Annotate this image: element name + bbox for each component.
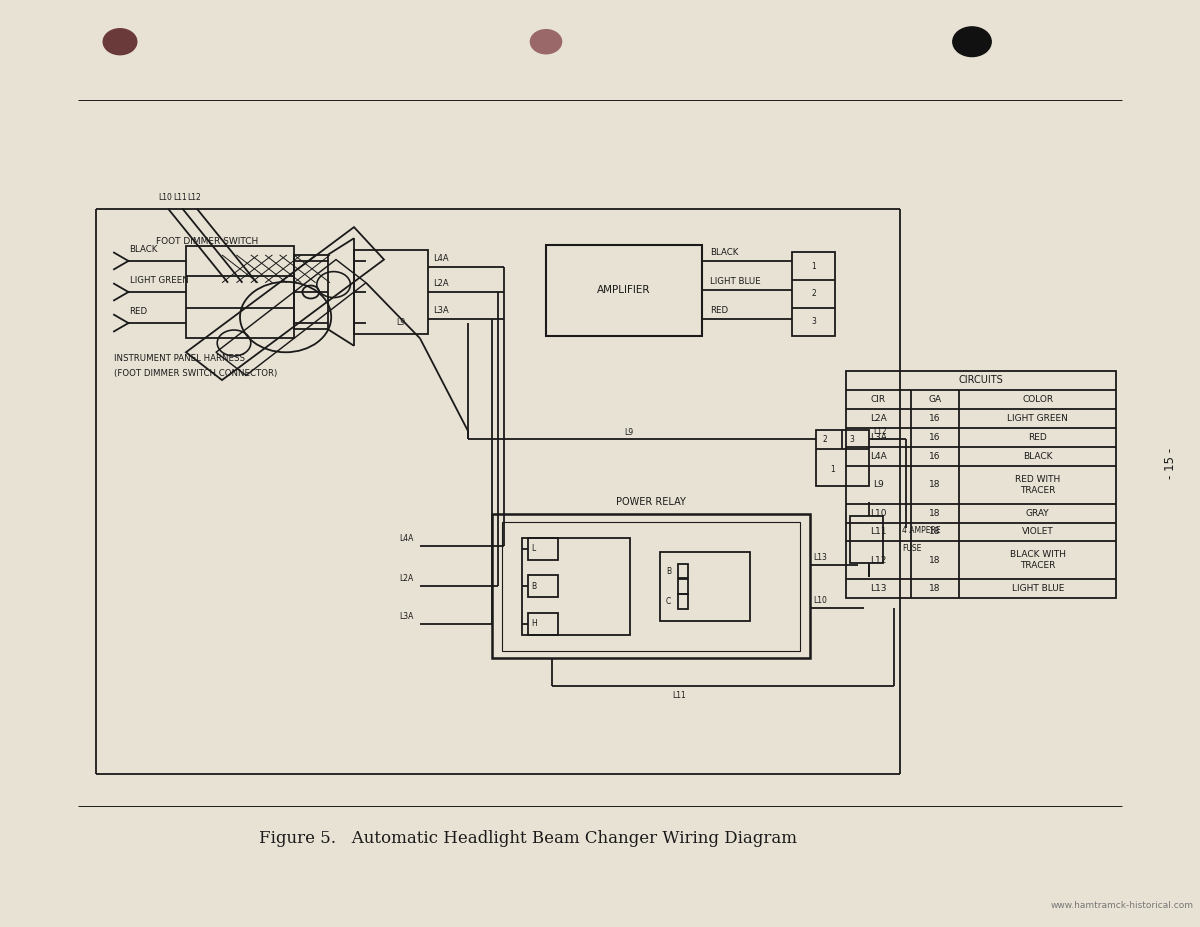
Text: 1: 1: [830, 464, 835, 474]
Text: B: B: [666, 566, 671, 576]
Text: LIGHT GREEN: LIGHT GREEN: [130, 276, 188, 286]
Text: L9: L9: [624, 428, 634, 438]
Text: Figure 5.   Automatic Headlight Beam Changer Wiring Diagram: Figure 5. Automatic Headlight Beam Chang…: [259, 831, 797, 847]
Text: L2A: L2A: [870, 414, 887, 424]
Bar: [528, 575, 558, 598]
Text: L13: L13: [814, 552, 828, 562]
Bar: [846, 371, 1116, 598]
Text: L12: L12: [874, 427, 887, 437]
Text: 16: 16: [929, 452, 941, 461]
Text: L10: L10: [814, 596, 828, 605]
Text: GRAY: GRAY: [1026, 509, 1050, 517]
Text: L13: L13: [870, 584, 887, 593]
Bar: [678, 578, 688, 594]
Text: L9: L9: [874, 480, 883, 489]
Text: CIRCUITS: CIRCUITS: [959, 375, 1003, 386]
Text: CIR: CIR: [871, 395, 886, 404]
Bar: [522, 538, 630, 635]
Text: GA: GA: [929, 395, 942, 404]
Text: L12: L12: [187, 193, 200, 202]
Text: RED: RED: [710, 307, 728, 315]
Text: TRACER: TRACER: [1020, 486, 1055, 495]
Text: L9: L9: [396, 318, 406, 327]
Text: BLACK: BLACK: [130, 246, 158, 254]
Text: L4A: L4A: [400, 534, 414, 543]
Text: RED WITH: RED WITH: [1015, 475, 1061, 484]
Text: 2: 2: [811, 289, 816, 298]
Text: L: L: [532, 544, 536, 553]
Text: L11: L11: [870, 527, 887, 537]
Circle shape: [530, 30, 562, 54]
Text: LIGHT BLUE: LIGHT BLUE: [1012, 584, 1064, 593]
Text: POWER RELAY: POWER RELAY: [616, 498, 686, 507]
Text: L4A: L4A: [433, 254, 449, 263]
Text: (FOOT DIMMER SWITCH CONNECTOR): (FOOT DIMMER SWITCH CONNECTOR): [114, 369, 277, 378]
Text: 16: 16: [929, 433, 941, 442]
Bar: [678, 594, 688, 609]
Text: COLOR: COLOR: [1022, 395, 1054, 404]
Text: AMPLIFIER: AMPLIFIER: [598, 286, 650, 295]
Text: VIOLET: VIOLET: [1022, 527, 1054, 537]
Text: TRACER: TRACER: [1020, 562, 1055, 570]
Bar: [678, 564, 688, 578]
Bar: [492, 514, 810, 658]
Text: FOOT DIMMER SWITCH: FOOT DIMMER SWITCH: [156, 236, 258, 246]
Text: FUSE: FUSE: [902, 544, 922, 553]
Text: BLACK WITH: BLACK WITH: [1009, 550, 1066, 559]
Text: L3A: L3A: [433, 306, 449, 315]
Bar: [816, 430, 869, 486]
Text: 18: 18: [929, 584, 941, 593]
Bar: [850, 516, 883, 563]
Bar: [528, 613, 558, 635]
Text: BLACK: BLACK: [710, 248, 739, 257]
Text: L3A: L3A: [400, 612, 414, 621]
Text: L11: L11: [672, 691, 685, 700]
Text: BLACK: BLACK: [1022, 452, 1052, 461]
Text: LIGHT GREEN: LIGHT GREEN: [1007, 414, 1068, 424]
Text: 3: 3: [811, 317, 816, 326]
Text: 3: 3: [850, 435, 854, 444]
Text: 1: 1: [811, 261, 816, 271]
Bar: [546, 245, 702, 336]
Text: RED: RED: [1028, 433, 1048, 442]
Text: 18: 18: [929, 480, 941, 489]
Text: L2A: L2A: [400, 575, 414, 583]
Text: 18: 18: [929, 527, 941, 537]
Text: 18: 18: [929, 555, 941, 565]
Text: RED: RED: [130, 308, 148, 316]
Text: L11: L11: [173, 193, 186, 202]
Bar: [792, 252, 835, 336]
Text: L10: L10: [158, 193, 173, 202]
Text: 16: 16: [929, 414, 941, 424]
Text: L3A: L3A: [870, 433, 887, 442]
Bar: [294, 255, 328, 329]
Text: B: B: [532, 582, 536, 590]
Text: 18: 18: [929, 509, 941, 517]
Text: 2: 2: [822, 435, 827, 444]
Bar: [186, 246, 294, 338]
Text: - 15 -: - 15 -: [1164, 448, 1176, 479]
Text: L10: L10: [870, 509, 887, 517]
Circle shape: [103, 29, 137, 55]
Text: INSTRUMENT PANEL HARNESS: INSTRUMENT PANEL HARNESS: [114, 354, 245, 363]
Text: L2A: L2A: [433, 279, 449, 288]
Text: www.hamtramck-historical.com: www.hamtramck-historical.com: [1051, 901, 1194, 910]
Text: H: H: [532, 619, 538, 629]
Bar: [660, 552, 750, 621]
Text: L12: L12: [870, 555, 887, 565]
Circle shape: [953, 27, 991, 57]
Bar: [354, 250, 428, 334]
Bar: [528, 538, 558, 560]
Bar: [502, 522, 800, 651]
Text: 4 AMPERE: 4 AMPERE: [902, 526, 941, 535]
Text: C: C: [666, 597, 671, 606]
Text: L4A: L4A: [870, 452, 887, 461]
Text: LIGHT BLUE: LIGHT BLUE: [710, 277, 761, 286]
